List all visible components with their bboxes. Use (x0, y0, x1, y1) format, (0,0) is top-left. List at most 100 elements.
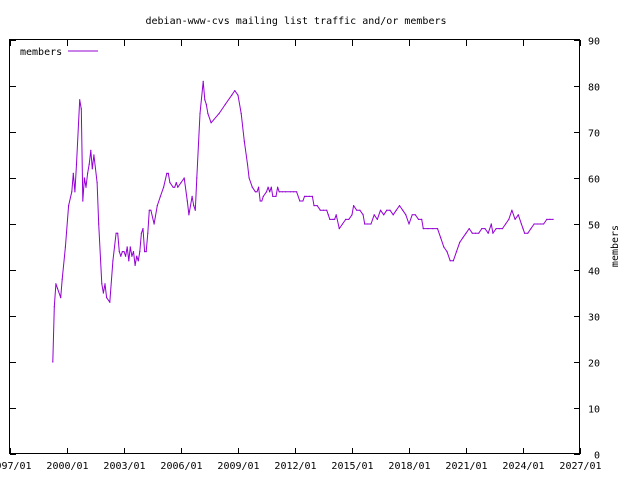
data-point-0-103 (284, 191, 287, 193)
data-point-0-64 (180, 182, 182, 184)
x-tick-label-7: 2018/01 (388, 461, 430, 472)
data-point-0-112 (311, 195, 313, 197)
data-point-0-75 (205, 103, 207, 105)
data-point-0-49 (145, 251, 147, 253)
data-point-0-53 (153, 223, 155, 225)
data-point-0-176 (505, 223, 507, 225)
data-point-0-67 (188, 214, 190, 216)
data-point-0-58 (167, 172, 169, 174)
data-point-0-162 (462, 237, 464, 239)
data-point-0-180 (517, 214, 519, 216)
data-point-0-95 (267, 186, 269, 188)
data-point-0-13 (80, 108, 82, 110)
data-point-0-17 (87, 172, 89, 174)
data-point-0-89 (256, 191, 258, 193)
data-point-0-55 (159, 195, 161, 197)
data-point-0-165 (471, 232, 473, 234)
x-tick-label-8: 2021/01 (445, 461, 487, 472)
data-point-0-153 (432, 228, 434, 230)
data-point-0-66 (186, 200, 188, 202)
data-point-0-21 (93, 154, 95, 156)
data-point-0-16 (85, 186, 87, 188)
data-point-0-62 (175, 182, 177, 184)
data-point-0-10 (74, 191, 76, 193)
data-point-0-168 (481, 228, 483, 230)
data-point-0-149 (417, 218, 420, 220)
data-point-0-111 (308, 195, 310, 197)
data-point-0-14 (82, 200, 84, 202)
data-point-0-81 (234, 90, 236, 92)
data-point-0-27 (106, 297, 108, 299)
data-point-0-76 (207, 113, 209, 115)
data-point-0-167 (478, 232, 480, 234)
data-point-0-32 (118, 251, 120, 253)
data-point-0-127 (351, 214, 353, 216)
y-tick-label-0: 0 (594, 451, 600, 462)
data-point-0-83 (240, 113, 242, 115)
plot-frame (9, 39, 580, 454)
data-point-0-175 (501, 228, 503, 230)
data-point-0-57 (166, 172, 168, 174)
data-point-0-80 (231, 94, 233, 96)
data-point-0-145 (405, 214, 407, 216)
data-point-0-50 (147, 232, 149, 234)
data-point-0-122 (335, 214, 337, 216)
data-point-0-141 (392, 214, 394, 216)
data-point-0-22 (96, 182, 98, 184)
data-point-0-60 (172, 186, 174, 188)
data-point-0-130 (359, 209, 361, 211)
data-point-0-163 (465, 232, 467, 234)
data-point-0-132 (364, 223, 366, 225)
y-tick-label-8: 80 (588, 83, 600, 94)
data-point-0-61 (174, 186, 176, 188)
data-point-0-183 (524, 232, 526, 234)
data-point-0-68 (191, 195, 193, 197)
data-point-0-140 (389, 209, 391, 211)
data-point-0-179 (514, 218, 516, 220)
data-point-0-82 (237, 94, 239, 96)
data-point-0-12 (79, 99, 81, 101)
data-point-0-171 (490, 223, 492, 225)
data-point-0-1 (53, 306, 55, 308)
data-point-0-39 (129, 246, 131, 248)
data-point-0-182 (522, 228, 524, 230)
x-tick-label-1: 2000/01 (46, 461, 88, 472)
y-tick-label-3: 30 (588, 313, 600, 324)
data-point-0-99 (275, 195, 277, 197)
data-point-0-147 (411, 214, 413, 216)
x-tick-label-0: 1997/01 (0, 461, 32, 472)
data-point-0-123 (338, 228, 340, 230)
data-point-0-52 (150, 209, 152, 211)
data-point-0-59 (169, 182, 171, 184)
data-point-0-115 (319, 209, 321, 211)
data-point-0-184 (527, 232, 529, 234)
data-point-0-20 (91, 168, 93, 170)
data-point-0-5 (61, 278, 63, 280)
data-point-0-192 (552, 218, 554, 220)
legend-label-members: members (20, 47, 62, 58)
data-point-0-24 (101, 283, 103, 285)
data-point-0-70 (194, 209, 196, 211)
x-tick-label-5: 2012/01 (274, 461, 316, 472)
data-point-0-69 (193, 205, 195, 207)
data-point-0-94 (265, 191, 268, 193)
data-point-0-144 (402, 209, 404, 211)
data-point-0-100 (277, 186, 279, 188)
data-point-0-138 (383, 214, 385, 216)
data-point-0-158 (449, 260, 451, 262)
data-point-0-0 (52, 361, 54, 363)
data-point-0-124 (341, 223, 344, 225)
data-point-0-131 (362, 214, 364, 216)
data-point-0-77 (210, 122, 212, 124)
data-point-0-189 (543, 223, 545, 225)
data-point-0-125 (345, 218, 347, 220)
data-point-0-117 (326, 209, 328, 211)
data-point-0-186 (533, 223, 535, 225)
data-point-0-97 (270, 186, 272, 188)
y-axis-label: members (610, 225, 621, 267)
data-point-0-34 (121, 251, 123, 253)
data-point-0-38 (128, 260, 130, 262)
data-point-0-190 (546, 218, 548, 220)
data-point-0-191 (549, 218, 551, 220)
